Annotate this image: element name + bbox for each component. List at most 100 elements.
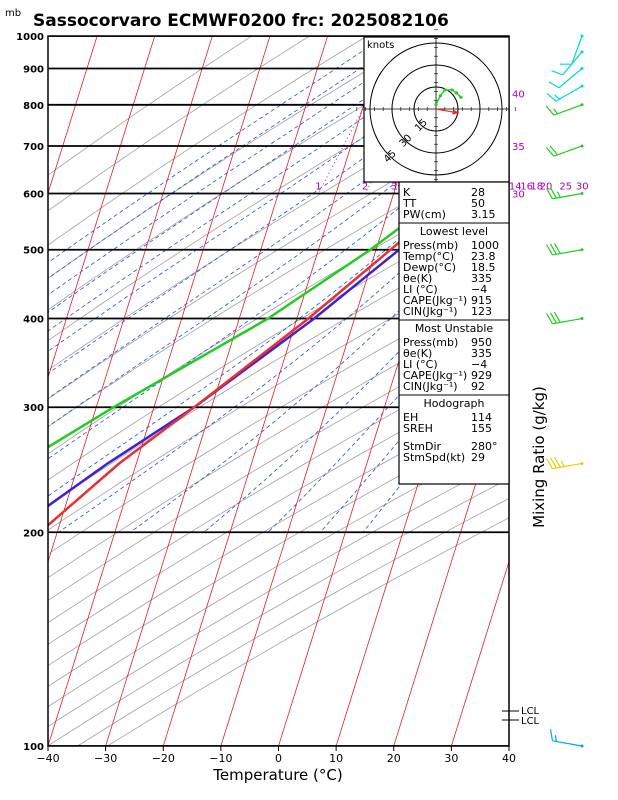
mixing-ratio-label: 20 [540, 182, 553, 193]
wind-barb [546, 84, 584, 102]
dry-adiabat [48, 437, 509, 708]
barb-shaft [552, 740, 583, 747]
wind-barb [546, 243, 584, 256]
mixing-ratio-line [527, 21, 618, 194]
hodograph-point [443, 88, 447, 92]
barb-base [580, 317, 584, 321]
mixing-ratio-axis-title: Mixing Ratio (g/kg) [530, 386, 548, 528]
barb-base [580, 144, 584, 148]
barb-flag [548, 81, 560, 89]
temperature-tick-label: −10 [209, 752, 232, 765]
barb-flag [551, 70, 563, 76]
lowest-level-label: CAPE(Jkg⁻¹) [403, 294, 467, 307]
isotherm [0, 21, 44, 762]
moist-adiabat [48, 36, 409, 279]
hodograph-point [438, 94, 442, 98]
barb-flag [545, 146, 555, 157]
isotherm [450, 560, 509, 746]
dry-adiabat [48, 349, 509, 624]
indices-frame [398, 181, 510, 485]
lowest-level-label: θe(K) [403, 272, 432, 285]
mixing-ratio-label: 25 [559, 182, 572, 193]
lowest-level-label: Press(mb) [403, 239, 458, 252]
barb-flag [550, 243, 557, 255]
background-grid [0, 21, 618, 762]
dry-adiabat [48, 171, 509, 455]
dry-adiabat [48, 114, 509, 400]
dry-adiabat [48, 325, 509, 601]
hodograph-ring [413, 86, 459, 132]
hodograph-index-label: StmDir [403, 440, 442, 453]
lcl-label: LCL [521, 716, 540, 727]
theta-e-labels: 30 35 40 [512, 90, 525, 201]
barb-shaft [571, 35, 583, 65]
barb-flag [546, 313, 553, 325]
barb-shaft [562, 51, 583, 76]
temperature-tick-label: 20 [387, 752, 401, 765]
hodograph-units: knots [367, 40, 394, 51]
mixing-ratio-label: 3 [391, 182, 397, 193]
dry-adiabat [48, 478, 509, 746]
barb-shaft [552, 249, 583, 256]
barb-base [580, 50, 584, 54]
index-label: PW(cm) [403, 208, 446, 221]
dry-adiabat [48, 301, 509, 579]
pressure-tick-label: 900 [23, 65, 44, 76]
mixing-ratio-label: 2 [362, 182, 368, 193]
temperature-tick-label: 0 [275, 752, 282, 765]
lcl-label: LCL [521, 706, 540, 717]
barb-shaft [553, 145, 583, 157]
moist-adiabat [48, 47, 509, 374]
barb-half-flag [554, 735, 557, 742]
most-unstable-label: CAPE(Jkg⁻¹) [403, 369, 467, 382]
pressure-tick-label: 800 [23, 101, 44, 112]
panel-section-header: Lowest level [420, 225, 488, 238]
wind-barb [551, 50, 584, 76]
lowest-level-label: CIN(Jkg⁻¹) [403, 305, 458, 318]
wind-barb [560, 34, 584, 65]
pressure-tick-label: 1000 [16, 32, 44, 43]
lowest-level-label: LI (°C) [403, 283, 438, 296]
isotherm [48, 36, 156, 379]
barb-half-flag [560, 460, 565, 467]
dry-adiabat [48, 36, 253, 176]
isotherm [48, 36, 213, 564]
barb-flag [553, 456, 561, 468]
barb-flag [553, 243, 561, 254]
most-unstable-label: LI (°C) [403, 358, 438, 371]
mixing-ratio-label: 16 [520, 182, 533, 193]
pressure-tick-label: 100 [23, 742, 44, 753]
barb-flag [550, 312, 557, 324]
barb-flag [546, 458, 553, 469]
barb-shaft [552, 462, 583, 470]
temperature-tick-label: 30 [444, 752, 458, 765]
barb-flag [553, 311, 561, 323]
lowest-level-value: 335 [471, 272, 492, 285]
mixing-ratio-line [546, 21, 618, 194]
hodograph-point [434, 103, 438, 107]
moist-adiabat [48, 67, 509, 399]
temperature-tick-label: 40 [502, 752, 516, 765]
wind-barb [546, 311, 584, 325]
mixing-ratio-line [537, 21, 618, 194]
panel-section-header: Hodograph [424, 397, 485, 410]
dry-adiabat [48, 371, 509, 645]
barb-half-flag [553, 108, 559, 115]
wind-barb [546, 187, 584, 200]
lowest-level-value: 23.8 [471, 250, 496, 263]
lowest-level-label: Dewp(°C) [403, 261, 456, 274]
chart-title: Sassocorvaro ECMWF0200 frc: 2025082106 [33, 11, 449, 31]
lowest-level-value: 18.5 [471, 261, 496, 274]
x-axis-title: Temperature (°C) [212, 766, 342, 784]
dry-adiabat [48, 394, 509, 667]
panel-section-header: Most Unstable [415, 322, 494, 335]
barb-half-flag [554, 94, 560, 100]
hodograph-point [459, 95, 463, 99]
most-unstable-value: 335 [471, 347, 492, 360]
index-label: K [403, 186, 411, 199]
barb-half-flag [556, 191, 561, 198]
